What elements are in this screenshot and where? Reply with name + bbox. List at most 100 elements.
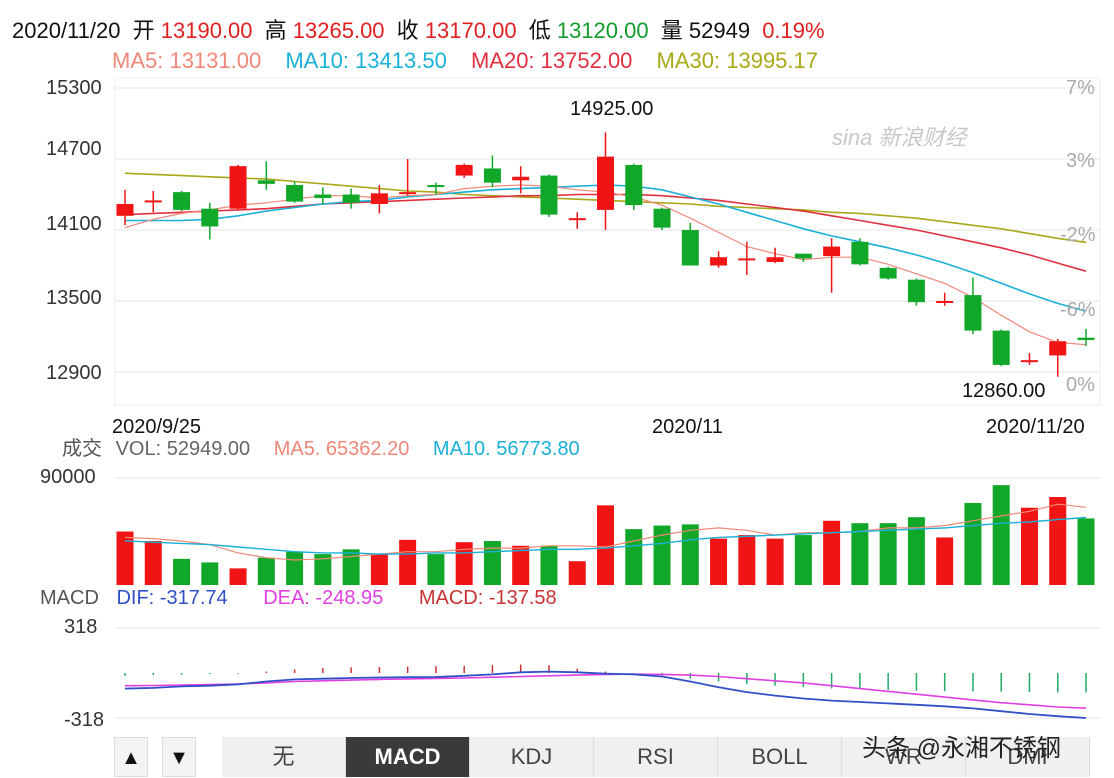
stock-chart [114, 77, 1101, 719]
volume-ma10: MA10. 56773.80 [432, 438, 580, 460]
candle-body [173, 192, 191, 210]
tab-boll[interactable]: BOLL [718, 737, 842, 777]
tab-kdj[interactable]: KDJ [470, 737, 594, 777]
candle-body [597, 156, 614, 210]
low-value: 13120.00 [556, 18, 649, 43]
volume-bar [201, 562, 219, 585]
candle-body [738, 258, 756, 261]
price-tick-15300: 15300 [46, 77, 102, 99]
candle-body [1020, 360, 1038, 363]
volume-bar [879, 523, 897, 585]
low-annotation: 12860.00 [962, 380, 1046, 402]
volume-bar [229, 568, 247, 585]
volume-bar [173, 558, 191, 585]
volume-bar [653, 525, 671, 585]
ma5-legend: MA5: 13131.00 [112, 48, 262, 73]
volume-bar [681, 524, 699, 585]
candle-body [992, 330, 1010, 365]
ma20-legend: MA20: 13752.00 [470, 48, 633, 73]
volume-bar [568, 561, 586, 585]
candle-body [540, 175, 558, 215]
volume-tick-top: 90000 [40, 466, 96, 488]
candle-body [710, 257, 728, 266]
ma10-legend: MA10: 13413.50 [285, 48, 447, 73]
volume-bar [1077, 518, 1095, 585]
tab-dmi[interactable]: DMI [966, 737, 1090, 777]
volume-bar [907, 517, 925, 585]
dea-line [124, 673, 1087, 709]
volume-bar [257, 557, 275, 585]
pct-tick-0: 0% [1066, 374, 1095, 396]
volume-bar [823, 520, 841, 585]
candle-body [653, 208, 671, 228]
volume-bar [936, 537, 954, 585]
source-watermark: 头条 @永湘不锈钢 [862, 735, 1062, 762]
volume-bar [964, 502, 982, 585]
volume-bar [342, 549, 360, 585]
date-label-mid: 2020/11 [652, 416, 723, 438]
volume-ma5: MA5. 65362.20 [273, 438, 410, 460]
candle-body [907, 279, 925, 303]
candle-body [483, 168, 501, 183]
price-tick-12900: 12900 [46, 362, 102, 384]
volume-bar [1020, 507, 1038, 585]
volume-bar [399, 539, 417, 585]
volume-bar [512, 545, 530, 585]
high-label: 高 [264, 18, 287, 43]
price-tick-14700: 14700 [46, 138, 102, 160]
volume-ma10-line [124, 516, 1087, 555]
candle-body [399, 192, 417, 195]
price-panel-frame [114, 77, 1101, 406]
tab-rsi[interactable]: RSI [594, 737, 718, 777]
volume-legend: 成交 VOL: 52949.00 MA5. 65362.20 MA10. 567… [62, 438, 580, 460]
tab-none[interactable]: 无 [222, 737, 346, 777]
candle-body [512, 176, 530, 181]
macd-title: MACD [40, 587, 99, 609]
volume-bar [1049, 497, 1067, 585]
candle-body [427, 185, 445, 188]
volume-bar [597, 505, 614, 585]
volume-bar [625, 529, 643, 585]
macd-tick-bottom: -318 [64, 709, 105, 731]
change-percent: 0.19% [762, 18, 825, 43]
ma-legend: MA5: 13131.00 MA10: 13413.50 MA20: 13752… [112, 48, 818, 74]
volume-bar [144, 541, 162, 585]
tab-wr[interactable]: WR [842, 737, 966, 777]
scroll-up-button[interactable]: ▲ [114, 737, 148, 777]
candle-body [851, 241, 869, 265]
scroll-down-button[interactable]: ▼ [162, 737, 196, 777]
price-tick-14100: 14100 [46, 213, 102, 235]
pct-tick-3: 3% [1066, 150, 1095, 172]
tab-macd[interactable]: MACD [346, 737, 470, 777]
candle-body [144, 200, 162, 203]
indicator-tab-bar: ▲ ▼ 无 MACD KDJ RSI BOLL WR DMI [0, 734, 1114, 778]
volume-vol: VOL: 52949.00 [115, 438, 251, 460]
candle-body [455, 164, 473, 176]
pct-tick-m6: -6% [1060, 299, 1096, 321]
volume-bar [851, 523, 869, 585]
candle-body [568, 218, 586, 221]
volume-title: 成交 [62, 438, 102, 460]
candle-body [229, 166, 247, 209]
volume-bar [766, 538, 784, 585]
candle-body [257, 180, 275, 184]
volume-bar [992, 485, 1010, 585]
open-label: 开 [132, 18, 155, 43]
macd-dif: DIF: -317.74 [116, 587, 228, 609]
quote-date: 2020/11/20 [12, 18, 121, 43]
macd-dea: DEA: -248.95 [263, 587, 384, 609]
candle-body [116, 203, 134, 216]
candle-body [1077, 337, 1095, 341]
candle-body [823, 246, 841, 257]
pct-tick-m2: -2% [1060, 224, 1096, 246]
high-annotation: 14925.00 [570, 98, 654, 120]
candle-body [342, 194, 360, 203]
candle-body [964, 295, 982, 331]
sina-logo-watermark: sina 新浪财经 [832, 125, 967, 150]
volume-bar [738, 535, 756, 585]
volume-ma5-line [124, 503, 1087, 561]
macd-legend: MACD DIF: -317.74 DEA: -248.95 MACD: -13… [40, 587, 557, 609]
volume-bar [427, 554, 445, 585]
volume-bar [370, 554, 388, 585]
low-label: 低 [528, 18, 551, 43]
